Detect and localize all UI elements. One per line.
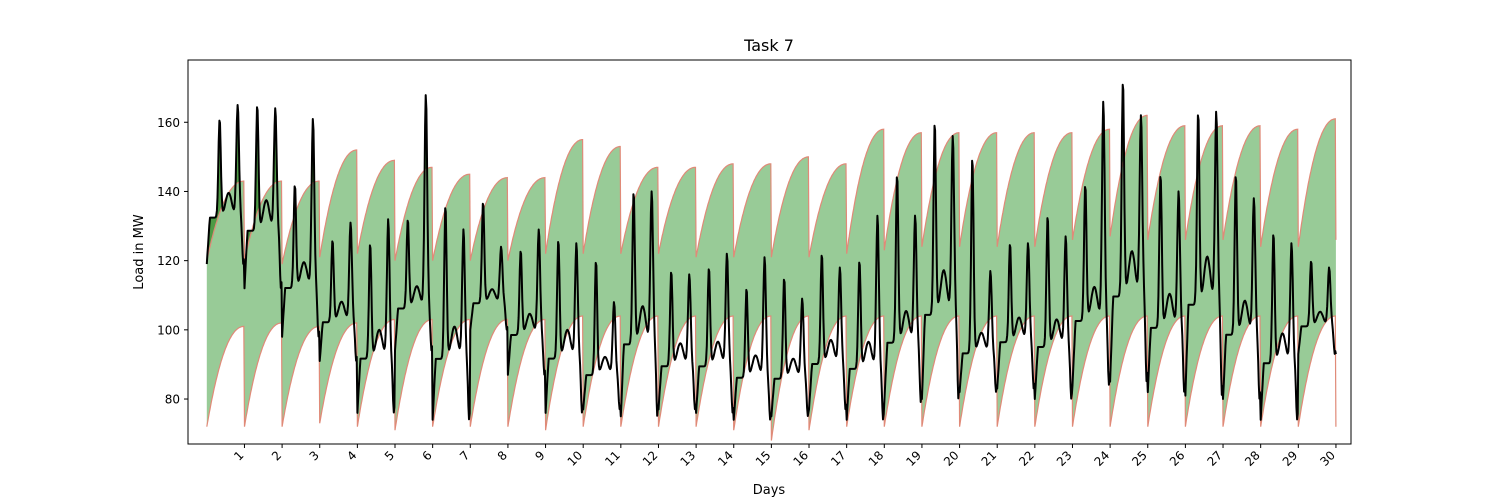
x-tick-label: 26 bbox=[1167, 448, 1188, 469]
x-tick-label: 2 bbox=[269, 448, 284, 463]
x-tick-label: 28 bbox=[1242, 448, 1263, 469]
x-tick-label: 18 bbox=[866, 448, 887, 469]
x-tick-label: 11 bbox=[602, 448, 623, 469]
y-tick-label: 140 bbox=[157, 185, 180, 199]
chart-title: Task 7 bbox=[743, 36, 794, 55]
x-tick-label: 15 bbox=[753, 448, 774, 469]
plot-frame bbox=[187, 59, 1352, 445]
x-tick-label: 1 bbox=[231, 448, 246, 463]
x-tick-label: 30 bbox=[1317, 448, 1338, 469]
y-tick-label: 100 bbox=[157, 323, 180, 337]
x-tick-label: 19 bbox=[903, 448, 924, 469]
x-tick-label: 22 bbox=[1016, 448, 1037, 469]
x-axis-label: Days bbox=[753, 483, 786, 498]
x-tick-label: 8 bbox=[495, 448, 510, 463]
x-tick-label: 29 bbox=[1280, 448, 1301, 469]
x-tick-label: 21 bbox=[979, 448, 1000, 469]
x-tick-label: 24 bbox=[1092, 448, 1113, 469]
x-tick-label: 9 bbox=[532, 448, 547, 463]
x-tick-label: 25 bbox=[1129, 448, 1150, 469]
actual-load-line bbox=[205, 83, 1337, 421]
x-tick-label: 6 bbox=[419, 448, 434, 463]
plot-area bbox=[205, 83, 1337, 441]
x-tick-label: 17 bbox=[828, 448, 849, 469]
x-tick-label: 12 bbox=[640, 448, 661, 469]
band-lower-edge bbox=[206, 315, 1337, 441]
x-tick-label: 13 bbox=[678, 448, 699, 469]
x-tick-label: 27 bbox=[1204, 448, 1225, 469]
y-tick-label: 160 bbox=[157, 116, 180, 130]
x-tick-label: 14 bbox=[715, 448, 736, 469]
x-tick-label: 5 bbox=[382, 448, 397, 463]
x-tick-label: 16 bbox=[790, 448, 811, 469]
x-tick-label: 3 bbox=[307, 448, 322, 463]
y-tick-label: 80 bbox=[165, 393, 180, 407]
x-tick-label: 7 bbox=[457, 448, 472, 463]
x-tick-label: 10 bbox=[565, 448, 586, 469]
exceedance-area bbox=[207, 120, 222, 258]
x-tick-label: 23 bbox=[1054, 448, 1075, 469]
y-axis-label: Load in MW bbox=[132, 214, 147, 290]
y-tick-label: 120 bbox=[157, 254, 180, 268]
x-tick-label: 4 bbox=[344, 448, 359, 463]
x-tick-label: 20 bbox=[941, 448, 962, 469]
band-upper-edge bbox=[206, 114, 1337, 265]
